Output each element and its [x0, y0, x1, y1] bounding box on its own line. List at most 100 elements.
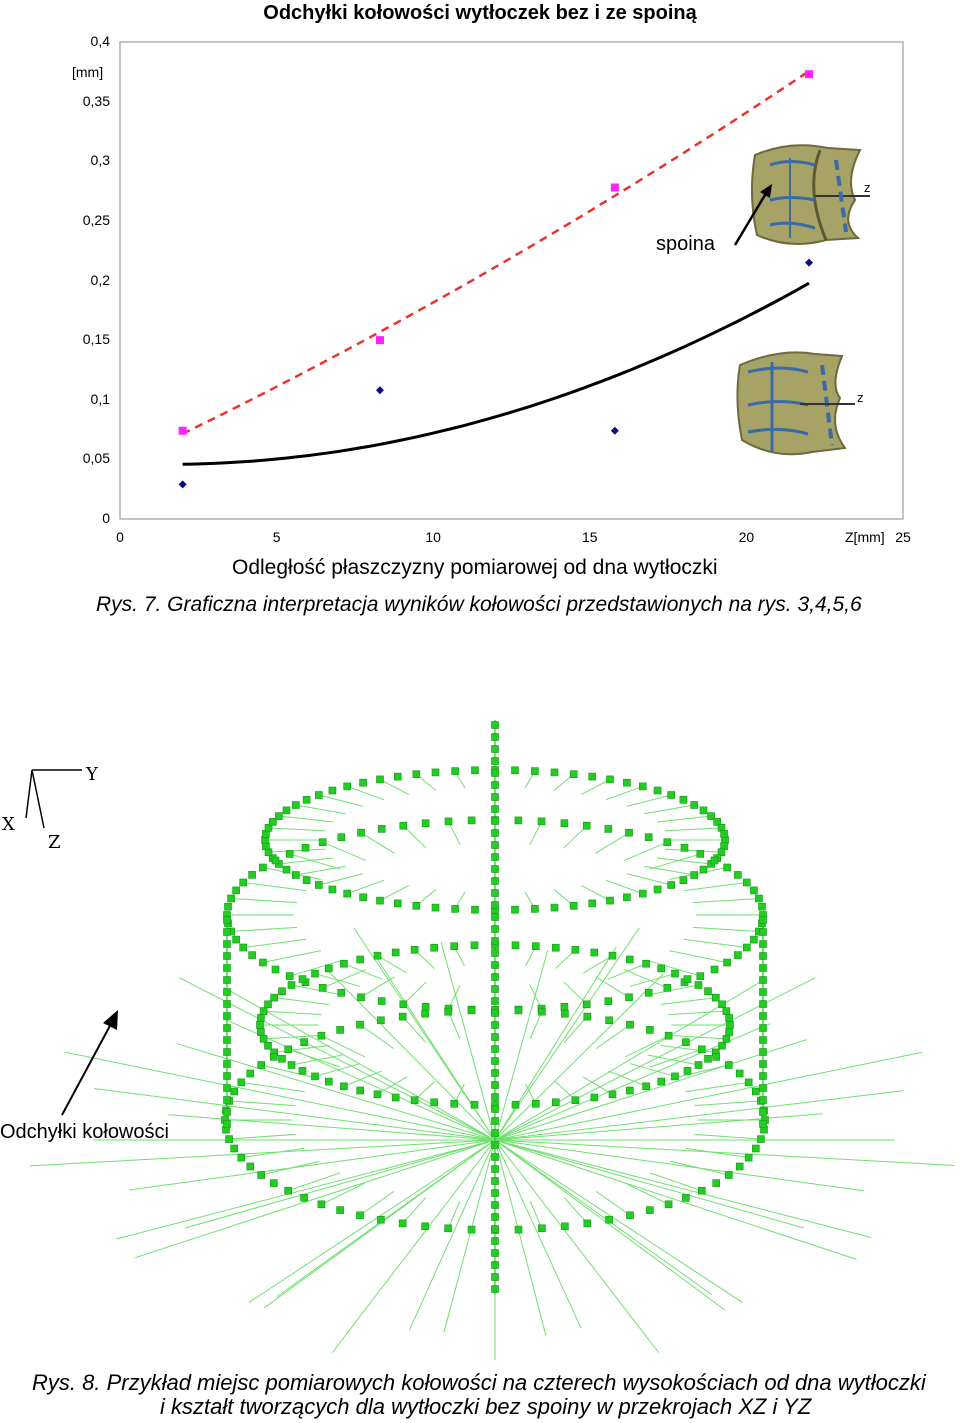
measurement-point — [759, 1024, 767, 1032]
measurement-point — [223, 952, 231, 960]
measurement-point — [491, 769, 499, 777]
measurement-point — [451, 767, 459, 775]
measurement-point — [340, 959, 348, 968]
measurement-point — [751, 1087, 760, 1096]
generatrix-line — [231, 898, 298, 904]
measurement-point — [491, 781, 499, 789]
measurement-point — [724, 1061, 733, 1069]
measurement-point — [538, 1007, 546, 1016]
measurement-point — [491, 949, 499, 957]
generatrix-line — [494, 1139, 659, 1353]
measurement-point — [282, 806, 291, 815]
measurement-point — [590, 1093, 599, 1102]
generatrix-line — [263, 1034, 322, 1040]
measurement-point — [735, 1162, 744, 1171]
generatrix-line — [360, 832, 395, 854]
measurement-point — [491, 1045, 499, 1053]
measurement-point — [710, 965, 719, 974]
measurement-point — [560, 819, 569, 827]
generatrix-line — [291, 984, 343, 996]
measurement-point — [412, 902, 421, 910]
measurement-point — [694, 981, 703, 989]
generatrix-line — [581, 778, 611, 795]
generatrix-line — [685, 1081, 749, 1093]
measurement-point — [491, 757, 499, 765]
measurement-point — [697, 1045, 706, 1054]
measurement-point — [223, 964, 231, 972]
measurement-point — [491, 1081, 499, 1089]
measurement-point — [759, 1048, 767, 1056]
measurement-point — [470, 1100, 479, 1109]
measurement-point — [625, 828, 633, 837]
generatrix-line — [595, 832, 630, 854]
measurement-point — [491, 793, 499, 801]
generatrix-line — [494, 1139, 547, 1336]
measurement-point — [491, 1105, 499, 1113]
measurement-point — [694, 1061, 703, 1069]
generatrix-line — [529, 1201, 543, 1229]
generatrix-line — [408, 1139, 496, 1331]
generatrix-line — [321, 1182, 366, 1205]
generatrix-line — [494, 980, 763, 1141]
measurement-point — [491, 937, 499, 945]
measurement-point — [337, 833, 346, 841]
measurement-point — [642, 959, 650, 968]
measurement-point — [759, 952, 767, 960]
measurement-points — [221, 721, 769, 1293]
measurement-point — [531, 1099, 540, 1108]
measurement-point — [722, 1007, 731, 1015]
measurement-point — [223, 916, 231, 924]
generatrix-line — [241, 1081, 305, 1093]
measurement-point — [223, 1060, 231, 1068]
measurement-point — [336, 1026, 344, 1034]
measurement-point — [377, 825, 386, 833]
generatrix-line — [276, 1139, 496, 1298]
measurement-point — [302, 876, 311, 884]
measurement-point — [657, 964, 666, 973]
measurement-point — [225, 1135, 233, 1143]
measurement-point — [264, 824, 273, 832]
generatrix-line — [64, 1051, 496, 1141]
measurement-point — [531, 905, 539, 913]
measurement-point — [514, 816, 523, 825]
generatrix-line — [178, 977, 496, 1141]
measurement-point — [759, 1012, 767, 1020]
generatrix-line — [660, 997, 716, 1005]
measurement-point — [623, 893, 631, 902]
measurement-point — [590, 948, 599, 957]
generatrix-line — [176, 1043, 496, 1141]
generatrix-line — [402, 981, 427, 1005]
generatrix-line — [243, 938, 307, 948]
generatrix-line — [529, 821, 542, 846]
measurement-point — [444, 817, 453, 826]
generatrix-line — [624, 969, 668, 989]
measurement-point — [582, 821, 591, 830]
measurement-point — [725, 1014, 733, 1022]
generatrix-line — [494, 1139, 712, 1295]
axis-z-label: Z — [48, 832, 61, 853]
generatrix-line — [627, 794, 672, 807]
measurement-point — [623, 778, 631, 787]
measurement-point — [491, 889, 499, 897]
measurement-point — [759, 988, 767, 996]
measurement-point — [284, 1186, 293, 1195]
measurement-point — [511, 1100, 520, 1109]
measurement-point — [606, 896, 614, 905]
measurement-point — [444, 1224, 452, 1233]
deviation-label: Odchyłki kołowości — [0, 1121, 169, 1143]
measurement-point — [232, 886, 240, 895]
generatrix-line — [268, 848, 326, 853]
measurement-point — [734, 871, 742, 879]
measurement-point — [720, 830, 728, 838]
measurement-point — [759, 1060, 767, 1068]
measurement-point — [750, 935, 758, 944]
measurement-point — [311, 969, 319, 978]
generatrix-line — [494, 1139, 726, 1311]
generatrix-line — [295, 804, 346, 815]
generatrix-line — [274, 997, 330, 1005]
measurement-point — [377, 1215, 385, 1224]
measurement-point — [722, 1035, 731, 1043]
measurement-point — [759, 1096, 767, 1104]
measurement-point — [248, 951, 256, 959]
measurement-point — [734, 951, 742, 959]
